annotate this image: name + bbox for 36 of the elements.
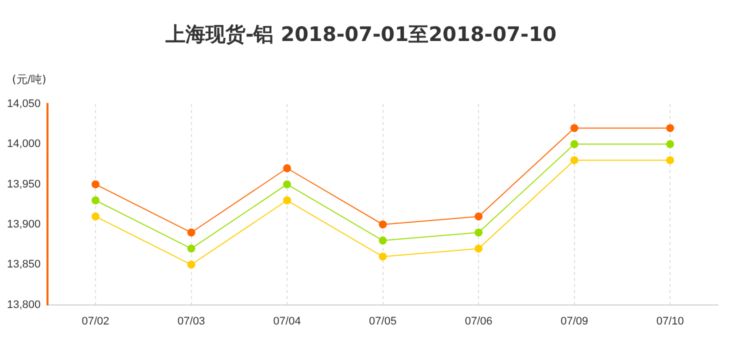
y-tick-label: 13,950 [6, 178, 41, 190]
x-tick-label: 07/04 [273, 315, 301, 328]
point [474, 228, 483, 237]
point [378, 252, 387, 261]
point [92, 180, 100, 188]
x-tick-label: 07/06 [464, 315, 492, 328]
y-tick-label: 13,900 [6, 218, 41, 231]
point [187, 228, 196, 237]
point [570, 124, 578, 132]
point [666, 156, 674, 164]
point [283, 180, 292, 188]
point [474, 212, 483, 220]
point [378, 236, 387, 245]
y-tick-label: 13,800 [6, 298, 41, 311]
point [474, 244, 483, 253]
x-tick-label: 07/02 [82, 315, 110, 328]
x-tick-label: 07/09 [560, 315, 588, 328]
point [283, 164, 292, 172]
point [570, 156, 578, 164]
x-tick-label: 07/10 [656, 315, 684, 328]
point [187, 260, 196, 269]
point [92, 196, 100, 204]
point [378, 220, 387, 228]
point [283, 196, 292, 204]
y-axis-title: (元/吨) [12, 72, 46, 86]
point [187, 244, 196, 253]
point [570, 140, 578, 148]
y-tick-label: 14,000 [6, 138, 41, 150]
y-tick-label: 14,050 [6, 98, 41, 110]
point [92, 212, 100, 220]
y-tick-label: 13,850 [6, 258, 41, 271]
point [666, 140, 674, 148]
x-tick-label: 07/05 [369, 315, 397, 328]
point [666, 124, 674, 132]
x-tick-label: 07/03 [178, 315, 206, 328]
chart-title: 上海现货-铝 2018-07-01至2018-07-10 [164, 22, 557, 46]
